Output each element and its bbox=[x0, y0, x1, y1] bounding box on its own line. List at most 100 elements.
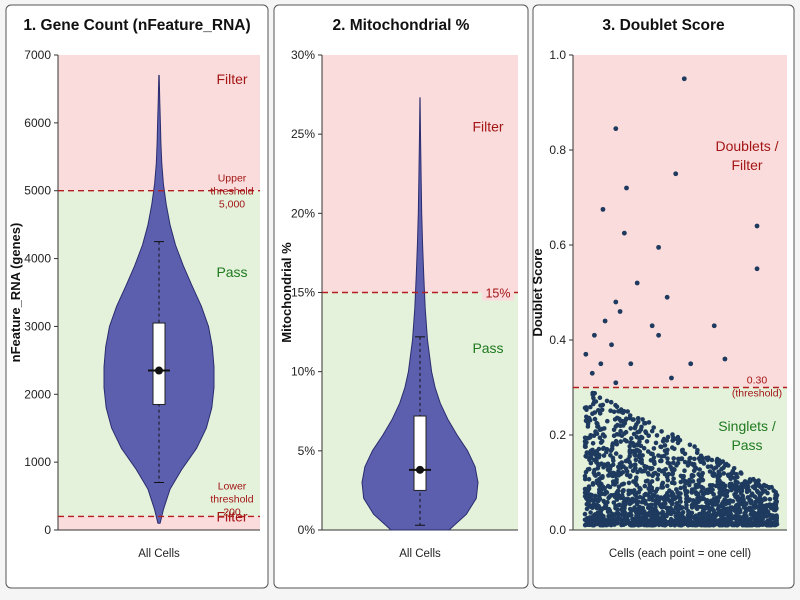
cell-point bbox=[646, 493, 651, 498]
cell-point bbox=[662, 448, 668, 454]
doublet-point bbox=[621, 230, 627, 236]
cell-point bbox=[586, 476, 592, 482]
cell-point bbox=[664, 438, 670, 443]
cell-point bbox=[684, 502, 689, 508]
cell-point bbox=[600, 446, 606, 452]
cell-point bbox=[665, 483, 670, 489]
cell-point bbox=[626, 497, 632, 503]
cell-point bbox=[613, 402, 618, 408]
cell-point bbox=[653, 505, 658, 510]
cell-point bbox=[721, 471, 727, 476]
x-axis-label: All Cells bbox=[399, 548, 441, 560]
cell-point bbox=[588, 516, 593, 521]
cell-point bbox=[690, 479, 696, 484]
cell-point bbox=[659, 429, 664, 434]
cell-point bbox=[622, 519, 627, 525]
cell-point bbox=[627, 449, 633, 454]
cell-point bbox=[635, 416, 641, 421]
y-tick-label: 3000 bbox=[24, 319, 51, 333]
cell-point bbox=[683, 490, 689, 496]
cell-point bbox=[622, 437, 628, 443]
cell-point bbox=[720, 491, 726, 497]
cell-point bbox=[724, 517, 729, 523]
cell-point bbox=[611, 500, 617, 505]
cell-point bbox=[633, 462, 638, 468]
cell-point bbox=[682, 459, 688, 465]
cell-point bbox=[647, 509, 653, 515]
doublet-point bbox=[602, 318, 608, 324]
cell-point bbox=[712, 472, 718, 478]
cell-point bbox=[720, 459, 726, 464]
cell-point bbox=[611, 409, 617, 415]
cell-point bbox=[729, 481, 734, 487]
cell-point bbox=[607, 494, 612, 500]
violin-shape bbox=[361, 97, 479, 531]
cell-point bbox=[661, 453, 667, 459]
cell-point bbox=[607, 508, 613, 514]
cell-point bbox=[765, 490, 770, 496]
cell-point bbox=[682, 485, 687, 491]
cell-point bbox=[617, 502, 623, 508]
cell-point bbox=[645, 449, 651, 454]
cell-point bbox=[633, 457, 639, 463]
cell-point bbox=[663, 493, 669, 499]
cell-point bbox=[697, 473, 703, 478]
cell-point bbox=[598, 440, 604, 445]
cell-point bbox=[593, 493, 598, 499]
cell-point bbox=[596, 446, 602, 452]
cell-point bbox=[755, 488, 760, 494]
cell-point bbox=[599, 407, 605, 413]
cell-point bbox=[622, 431, 627, 436]
cell-point bbox=[767, 518, 772, 524]
cell-point bbox=[773, 516, 778, 522]
cell-point bbox=[647, 521, 653, 527]
doublet-point bbox=[613, 126, 619, 132]
cell-point bbox=[743, 522, 748, 527]
cell-point bbox=[689, 487, 695, 492]
cell-point bbox=[772, 522, 778, 528]
cell-point bbox=[609, 447, 614, 453]
cell-point bbox=[670, 472, 675, 477]
cell-point bbox=[670, 501, 675, 507]
cell-point bbox=[653, 440, 659, 446]
cell-point bbox=[664, 474, 670, 480]
cell-point bbox=[628, 513, 633, 518]
cell-point bbox=[642, 509, 647, 514]
cell-point bbox=[738, 515, 743, 520]
cell-point bbox=[705, 487, 710, 493]
cell-point bbox=[693, 485, 698, 491]
violin-shape bbox=[103, 74, 215, 524]
cell-point bbox=[612, 512, 618, 518]
cell-point bbox=[621, 499, 627, 505]
cell-point bbox=[724, 493, 730, 499]
cell-point bbox=[638, 427, 644, 432]
cell-point bbox=[604, 398, 610, 404]
doublet-point bbox=[664, 294, 670, 300]
cell-point bbox=[599, 513, 605, 518]
cell-point bbox=[700, 492, 706, 497]
cell-point bbox=[676, 492, 681, 497]
cell-point bbox=[713, 512, 719, 517]
cell-point bbox=[588, 433, 593, 438]
cell-point bbox=[602, 518, 607, 524]
doublet-point bbox=[617, 309, 623, 314]
cell-point bbox=[730, 499, 736, 504]
cell-point bbox=[752, 514, 758, 520]
cell-point bbox=[760, 522, 765, 527]
cell-point bbox=[674, 487, 679, 492]
cell-point bbox=[611, 427, 617, 433]
cell-point bbox=[726, 509, 732, 515]
cell-point bbox=[588, 510, 593, 515]
cell-point bbox=[614, 441, 620, 447]
cell-point bbox=[722, 487, 728, 493]
cell-point bbox=[665, 497, 671, 502]
cell-point bbox=[638, 443, 644, 449]
cell-point bbox=[732, 475, 737, 481]
cell-point bbox=[695, 496, 700, 501]
cell-point bbox=[763, 503, 768, 509]
cell-point bbox=[584, 501, 590, 507]
cell-point bbox=[660, 480, 666, 486]
cell-point bbox=[583, 453, 588, 459]
cell-point bbox=[753, 503, 759, 509]
cell-point bbox=[682, 468, 687, 474]
